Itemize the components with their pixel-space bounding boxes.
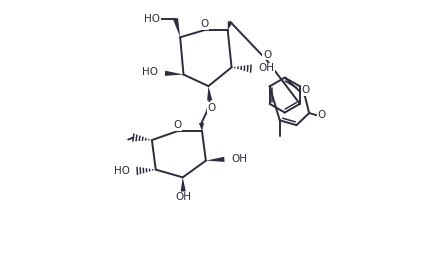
Text: O: O: [207, 103, 216, 113]
Polygon shape: [228, 21, 233, 30]
Polygon shape: [173, 18, 180, 37]
Polygon shape: [207, 86, 212, 100]
Text: HO: HO: [142, 67, 158, 77]
Text: OH: OH: [231, 154, 248, 164]
Text: O: O: [200, 20, 208, 29]
Text: OH: OH: [175, 192, 191, 202]
Text: O: O: [263, 50, 271, 60]
Text: O: O: [173, 121, 181, 130]
Polygon shape: [199, 123, 204, 131]
Text: OH: OH: [258, 63, 274, 73]
Text: O: O: [301, 85, 310, 95]
Text: HO: HO: [144, 14, 161, 24]
Polygon shape: [165, 71, 183, 76]
Polygon shape: [206, 157, 224, 162]
Text: O: O: [318, 110, 326, 120]
Polygon shape: [181, 177, 186, 191]
Text: HO: HO: [114, 166, 130, 176]
